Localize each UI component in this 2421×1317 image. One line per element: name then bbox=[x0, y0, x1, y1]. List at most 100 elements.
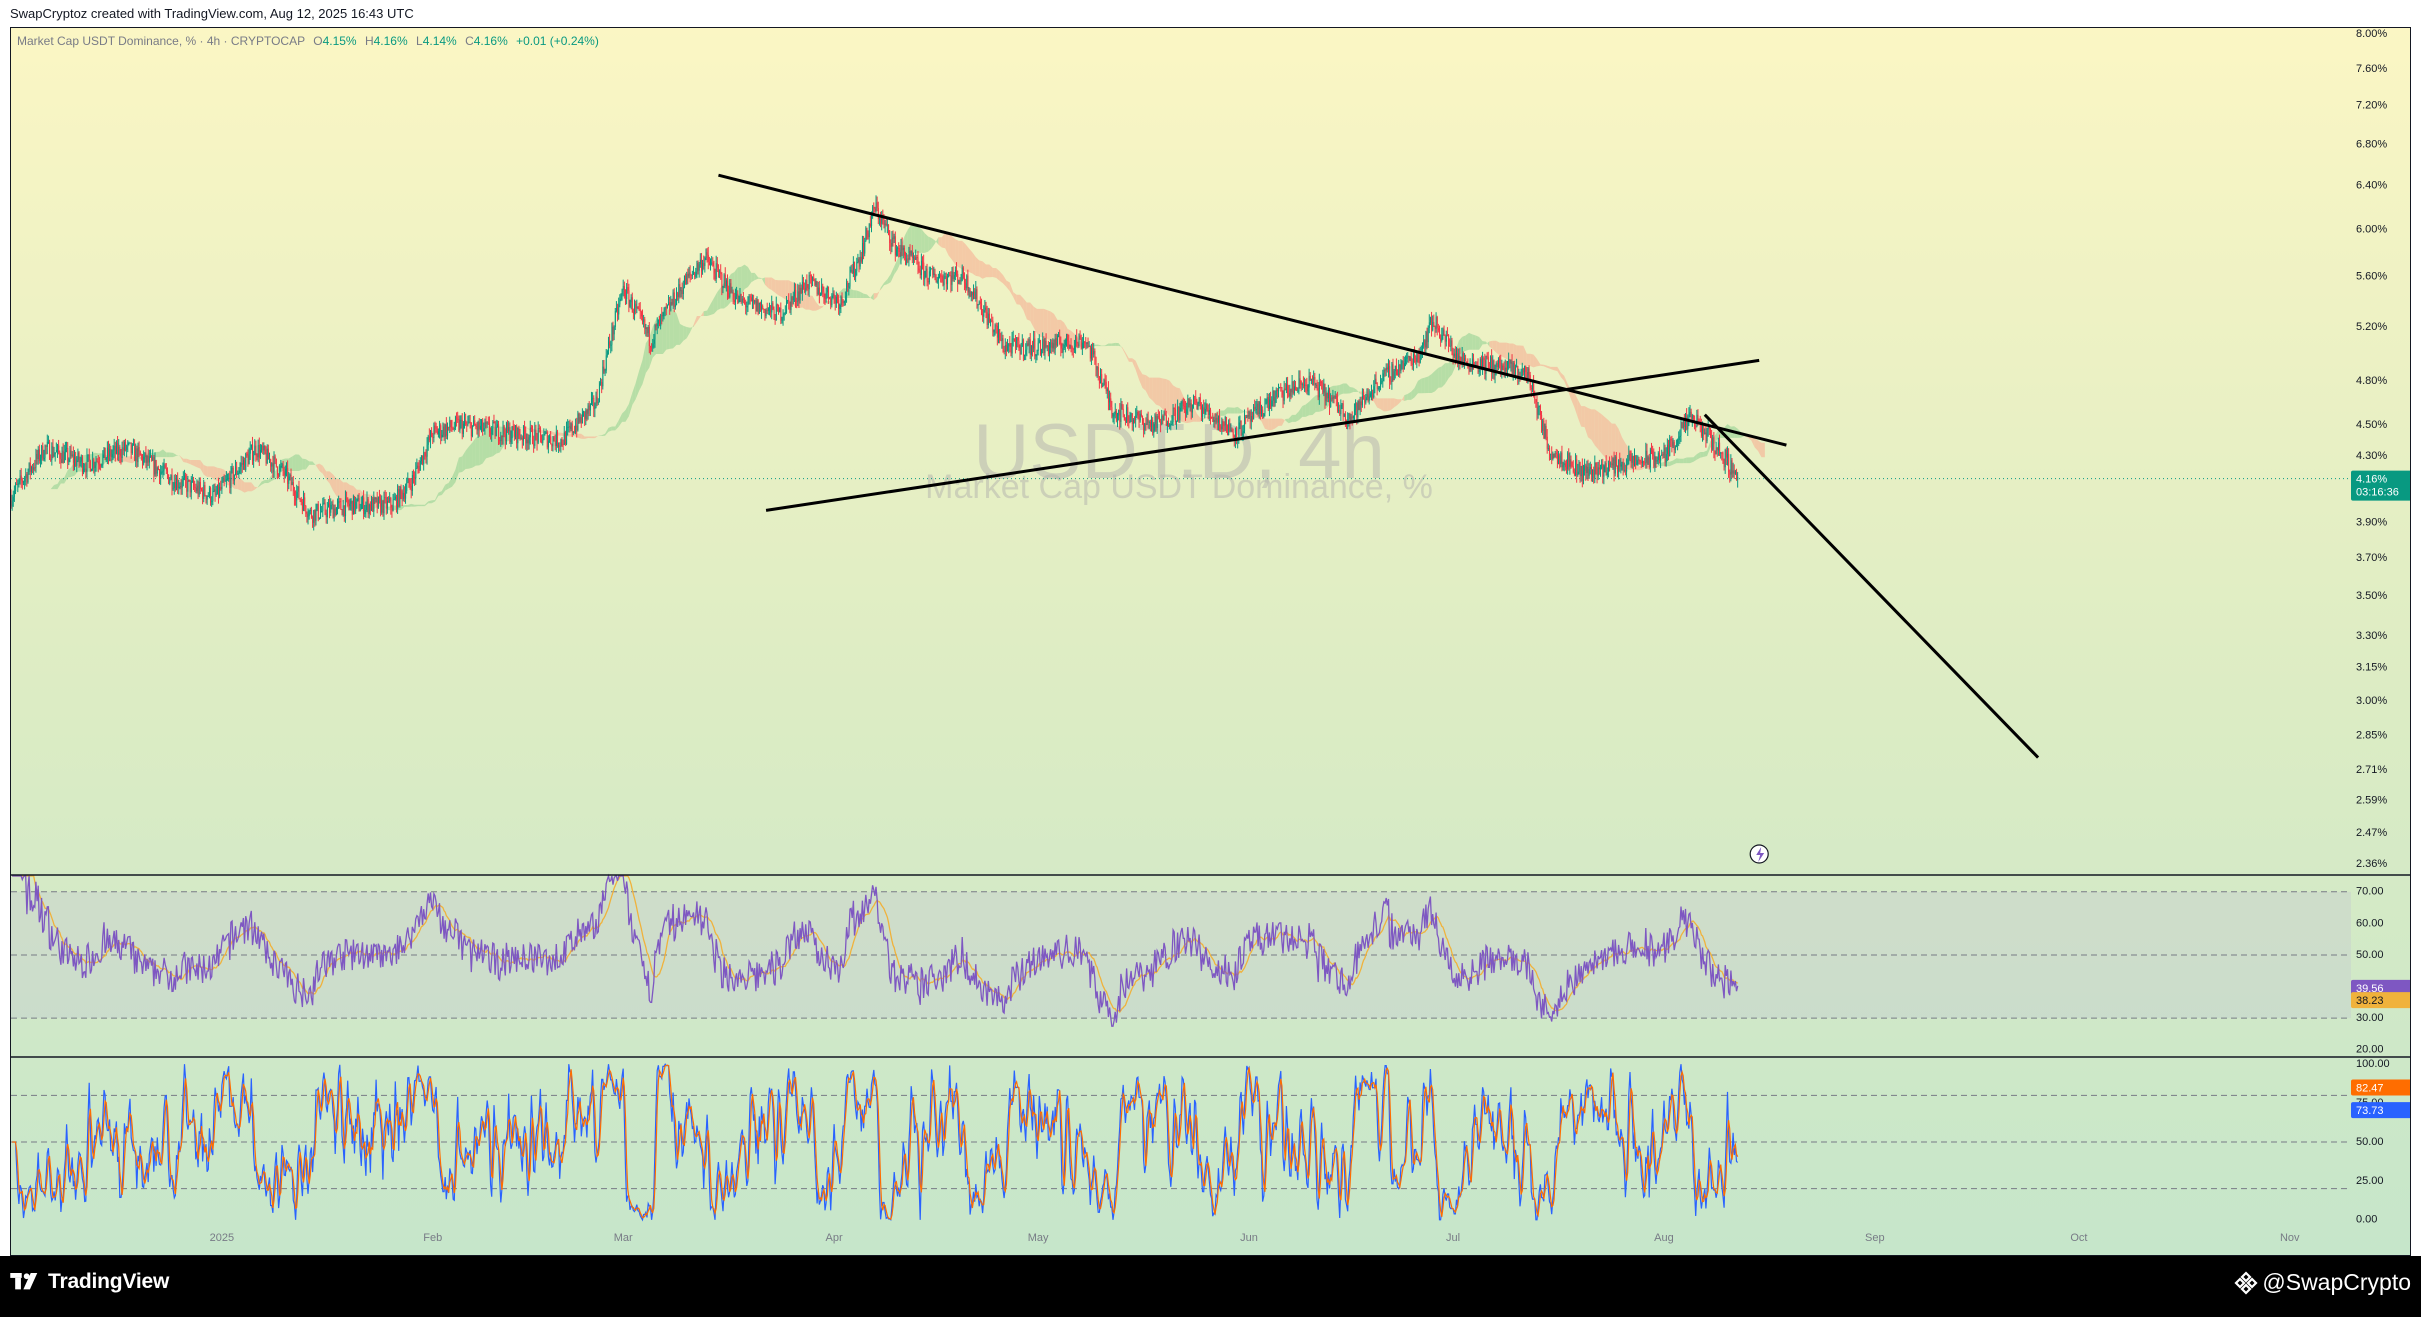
cloud-segment bbox=[1013, 292, 1017, 305]
candle-body bbox=[574, 431, 576, 433]
candle-body bbox=[970, 291, 972, 297]
candle-body bbox=[572, 431, 574, 433]
candle-body bbox=[541, 434, 543, 443]
candle-body bbox=[1366, 394, 1368, 398]
candle-body bbox=[271, 463, 273, 467]
stoch-k-line bbox=[12, 1063, 1739, 1222]
cloud-segment bbox=[598, 435, 602, 437]
candle-body bbox=[1078, 335, 1080, 347]
price-axis-tick: 7.20% bbox=[2356, 100, 2387, 112]
candle-body bbox=[1315, 384, 1317, 386]
candle-body bbox=[475, 425, 477, 427]
candle-body bbox=[1330, 397, 1332, 407]
candle-body bbox=[554, 440, 556, 447]
cloud-segment bbox=[1696, 452, 1701, 460]
candle-body bbox=[933, 273, 935, 275]
candle-body bbox=[519, 435, 521, 439]
candle-body bbox=[26, 474, 28, 483]
candle-body bbox=[1654, 456, 1656, 467]
candle-body bbox=[1326, 393, 1328, 399]
candle-body bbox=[1354, 409, 1356, 416]
candle-body bbox=[959, 280, 961, 282]
candle-body bbox=[1591, 467, 1593, 475]
candle-body bbox=[101, 464, 103, 466]
candle-body bbox=[547, 440, 549, 448]
candle-body bbox=[579, 417, 581, 422]
ichimoku-cloud bbox=[40, 223, 1765, 512]
cloud-segment bbox=[1547, 365, 1551, 370]
cloud-segment bbox=[605, 427, 609, 436]
chart-canvas[interactable]: USDT.D, 4h Market Cap USDT Dominance, % … bbox=[11, 28, 2410, 1255]
candle-body bbox=[846, 283, 848, 297]
candle-body bbox=[532, 428, 534, 444]
candle-body bbox=[323, 502, 325, 504]
candle-body bbox=[1631, 455, 1633, 463]
candle-body bbox=[1006, 345, 1008, 351]
candle-body bbox=[1004, 345, 1006, 353]
candle-body bbox=[520, 437, 522, 439]
cloud-segment bbox=[1516, 345, 1520, 365]
candle-body bbox=[1035, 354, 1037, 357]
candle-body bbox=[150, 456, 152, 458]
candle-body bbox=[345, 497, 347, 517]
cloud-segment bbox=[1071, 330, 1075, 348]
candle-body bbox=[678, 284, 680, 297]
candle-body bbox=[1161, 415, 1163, 425]
candle-body bbox=[1351, 416, 1353, 418]
candle-body bbox=[25, 474, 27, 479]
candle-body bbox=[207, 495, 209, 497]
candle-body bbox=[406, 483, 408, 491]
candle-body bbox=[457, 418, 459, 420]
candle-body bbox=[1615, 456, 1617, 466]
candle-body bbox=[699, 259, 701, 265]
candle-body bbox=[515, 426, 517, 437]
cloud-segment bbox=[1411, 388, 1415, 400]
cloud-segment bbox=[1156, 377, 1160, 406]
stoch-axis-tick: 25.00 bbox=[2356, 1175, 2384, 1187]
candle-body bbox=[1705, 432, 1707, 442]
candle-body bbox=[82, 457, 84, 472]
candle-body bbox=[583, 411, 585, 413]
author-handle[interactable]: @SwapCrypto bbox=[2234, 1269, 2411, 1296]
candle-body bbox=[637, 307, 639, 309]
candle-body bbox=[1541, 415, 1543, 431]
candle-body bbox=[1047, 345, 1049, 354]
candle-body bbox=[1585, 465, 1587, 474]
candle-body bbox=[1071, 346, 1073, 349]
candle-body bbox=[123, 442, 125, 451]
candle-body bbox=[202, 489, 204, 500]
candle-body bbox=[424, 452, 426, 457]
cloud-segment bbox=[754, 272, 759, 281]
candle-body bbox=[291, 482, 293, 486]
candle-body bbox=[1425, 332, 1427, 348]
candle-body bbox=[1265, 403, 1267, 405]
cloud-segment bbox=[424, 501, 429, 507]
cloud-segment bbox=[111, 458, 116, 462]
candle-body bbox=[178, 486, 180, 488]
candle-body bbox=[528, 437, 530, 444]
cloud-segment bbox=[1387, 398, 1391, 412]
candle-body bbox=[294, 491, 296, 499]
candle-body bbox=[1629, 453, 1631, 455]
candle-body bbox=[1245, 416, 1247, 418]
candle-body bbox=[1371, 392, 1373, 394]
tradingview-brand[interactable]: TradingView bbox=[10, 1270, 169, 1294]
cloud-segment bbox=[1526, 353, 1531, 366]
candle-body bbox=[739, 294, 741, 297]
rsi-pane bbox=[11, 873, 2351, 1027]
time-axis-tick: Oct bbox=[2070, 1232, 2087, 1244]
chart-area[interactable]: USDT.D, 4h Market Cap USDT Dominance, % … bbox=[10, 27, 2411, 1256]
candle-body bbox=[97, 461, 99, 465]
candle-body bbox=[1422, 345, 1424, 354]
candle-body bbox=[332, 504, 334, 519]
candle-body bbox=[281, 464, 283, 466]
candle-body bbox=[1702, 424, 1704, 436]
legend-symbol: Market Cap USDT Dominance, % · 4h · CRYP… bbox=[17, 34, 305, 48]
candle-body bbox=[49, 441, 51, 460]
candle-body bbox=[626, 287, 628, 300]
cloud-segment bbox=[584, 436, 589, 439]
candle-body bbox=[438, 431, 440, 435]
candle-body bbox=[1139, 413, 1141, 421]
candle-body bbox=[783, 313, 785, 315]
candle-body bbox=[57, 445, 59, 450]
